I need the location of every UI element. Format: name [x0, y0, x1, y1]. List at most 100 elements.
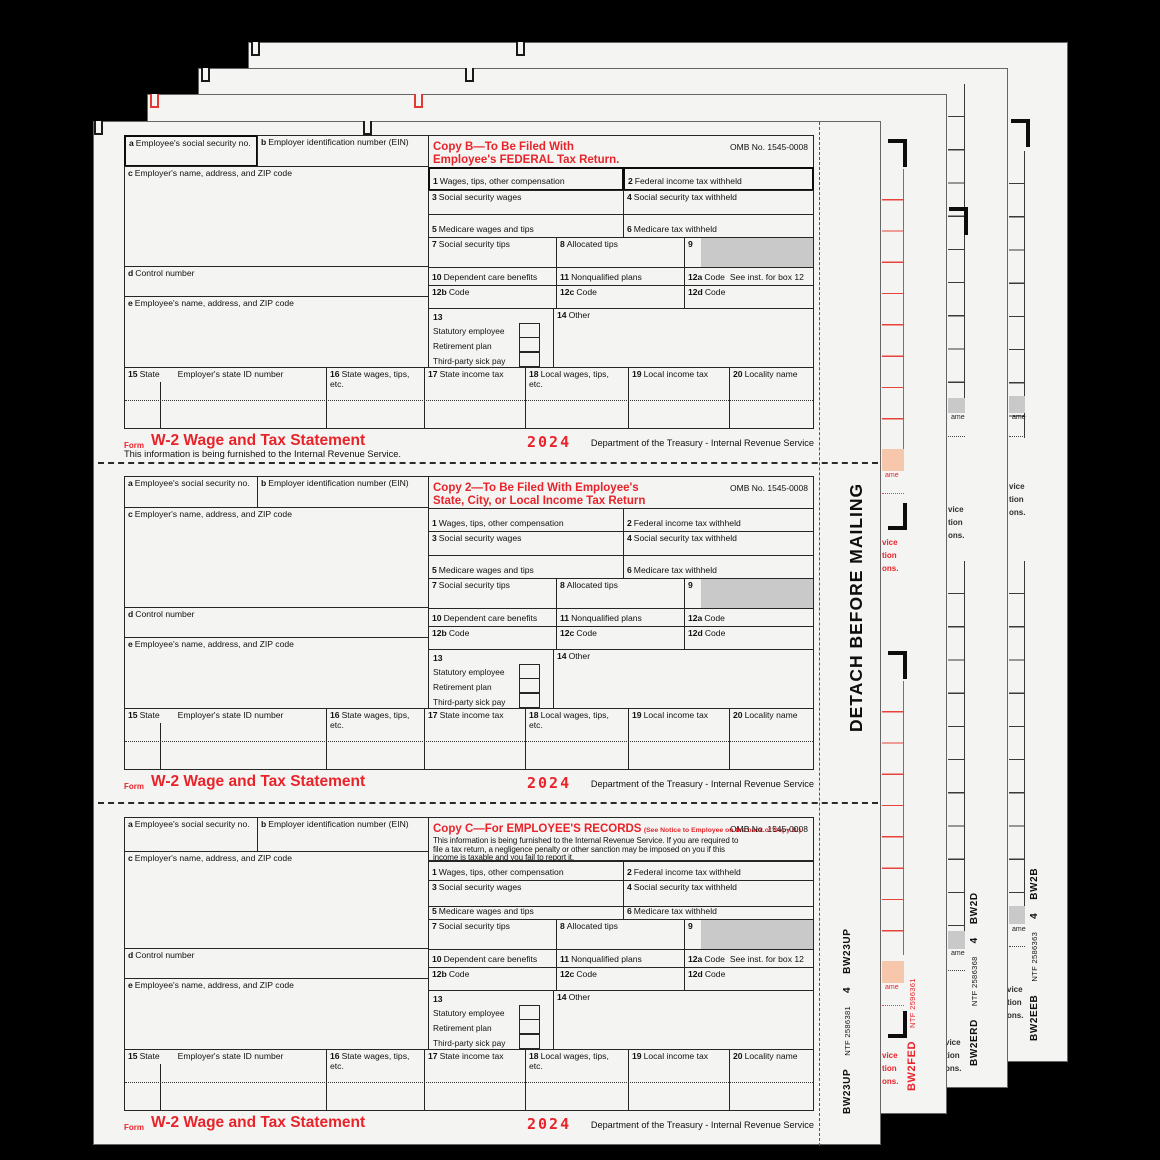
- retirement-plan-label: Retirement plan: [433, 1023, 492, 1033]
- retirement-plan-checkbox[interactable]: [519, 1019, 540, 1034]
- form-title: W-2 Wage and Tax Statement: [151, 432, 366, 449]
- box-4-ss-tax: 4 Social security tax withheld: [623, 531, 814, 556]
- copy-header: OMB No. 1545-0008 Copy C—For EMPLOYEE'S …: [428, 817, 814, 862]
- registration-bracket: [888, 139, 907, 167]
- shaded-box-fragment: [948, 931, 965, 949]
- omb-number: OMB No. 1545-0008: [730, 824, 808, 834]
- box-3-ss-wages: 3 Social security wages: [428, 531, 624, 556]
- text-fragment: vice: [882, 538, 898, 547]
- alignment-notch: [465, 68, 474, 82]
- box-5-medicare-wages: 5 Medicare wages and tips: [428, 214, 624, 238]
- box-12b-code: 12b Code: [428, 967, 557, 991]
- product-code-bw2erd: BW2ERD NTF 2586368 4 BW2D: [969, 892, 980, 1066]
- box-a-employee-ssn: a Employee's social security no.: [124, 135, 258, 167]
- copy-title-line2: State, City, or Local Income Tax Return: [433, 495, 646, 507]
- form-word: Form: [124, 1123, 144, 1132]
- state-divider-line: [160, 1064, 161, 1110]
- entry-dotted-line: [125, 741, 813, 742]
- statutory-employee-label: Statutory employee: [433, 326, 505, 336]
- form-year: 2024: [527, 774, 572, 792]
- box-d-control-number: d Control number: [124, 266, 429, 297]
- registration-bracket: [888, 1011, 907, 1038]
- box-8-allocated-tips: 8 Allocated tips: [556, 578, 685, 609]
- box-18-local-wages: 18 Local wages, tips, etc.: [525, 1049, 629, 1111]
- third-party-sick-pay-checkbox[interactable]: [519, 352, 540, 367]
- treasury-dept-label: Department of the Treasury - Internal Re…: [590, 438, 814, 448]
- sheet-bw23up-front: DETACH BEFORE MAILING BW23UP NTF 2586381…: [93, 121, 881, 1146]
- entry-dotted-line: [125, 1082, 813, 1083]
- box-12d-code: 12d Code: [684, 626, 814, 650]
- third-party-sick-pay-checkbox[interactable]: [519, 1034, 540, 1049]
- retirement-plan-checkbox[interactable]: [519, 678, 540, 693]
- third-party-sick-pay-checkbox[interactable]: [519, 693, 540, 708]
- box-2-federal-tax: 2 Federal income tax withheld: [623, 508, 814, 532]
- text-fragment: ons.: [948, 531, 965, 540]
- dotted-fragment: [948, 436, 965, 437]
- box-17-state-income-tax: 17 State income tax: [424, 708, 526, 770]
- box-19-local-income-tax: 19 Local income tax: [628, 708, 730, 770]
- form-edge-grid: [1009, 561, 1025, 906]
- box-4-ss-tax: 4 Social security tax withheld: [623, 190, 814, 215]
- shaded-box-fragment: [882, 961, 904, 983]
- box-1-wages: 1 Wages, tips, other compensation: [428, 861, 624, 881]
- form-year: 2024: [527, 1115, 572, 1133]
- alignment-notch: [94, 121, 103, 135]
- box-14-other: 14 Other: [553, 649, 814, 709]
- box-12c-code: 12c Code: [556, 285, 685, 309]
- dotted-fragment: [882, 493, 904, 494]
- form-footer: Form W-2 Wage and Tax Statement 2024 Dep…: [124, 1114, 814, 1143]
- text-fragment: ons.: [882, 1077, 899, 1086]
- retirement-plan-label: Retirement plan: [433, 682, 492, 692]
- form-edge-grid: [882, 681, 904, 955]
- dotted-fragment: [882, 1005, 904, 1006]
- box-e-employee-name-address: e Employee's name, address, and ZIP code: [124, 978, 429, 1050]
- statutory-employee-label: Statutory employee: [433, 1008, 505, 1018]
- registration-bracket: [1011, 119, 1030, 147]
- entry-dotted-line: [125, 400, 813, 401]
- copy-title-note: (See Notice to Employee on the back of C…: [643, 827, 801, 834]
- text-fragment: ons.: [945, 1064, 962, 1073]
- box-12c-code: 12c Code: [556, 626, 685, 650]
- box-c-employer-name-address: c Employer's name, address, and ZIP code: [124, 507, 429, 608]
- box-11-nonqualified-plans: 11 Nonqualified plans: [556, 267, 685, 286]
- box-12a-code: 12a Code See inst. for box 12: [684, 949, 814, 968]
- locality-name-fragment: ame: [885, 984, 899, 991]
- box-18-local-wages: 18 Local wages, tips, etc.: [525, 367, 629, 429]
- box-d-control-number: d Control number: [124, 948, 429, 979]
- text-fragment: tion: [945, 1051, 960, 1060]
- dotted-fragment: [1009, 946, 1025, 947]
- box-b-ein: b Employer identification number (EIN): [257, 476, 429, 508]
- third-party-sick-pay-label: Third-party sick pay: [433, 356, 506, 366]
- statutory-employee-checkbox[interactable]: [519, 323, 540, 338]
- box-17-state-income-tax: 17 State income tax: [424, 367, 526, 429]
- text-fragment: vice: [948, 505, 964, 514]
- box-7-ss-tips: 7 Social security tips: [428, 919, 557, 950]
- form-year: 2024: [527, 433, 572, 451]
- text-fragment: ons.: [1009, 508, 1026, 517]
- box-14-other: 14 Other: [553, 308, 814, 368]
- statutory-employee-checkbox[interactable]: [519, 664, 540, 679]
- box-1-wages: 1 Wages, tips, other compensation: [428, 167, 624, 191]
- copy-title-line1: Copy 2—To Be Filed With Employee's: [433, 482, 639, 494]
- box-8-allocated-tips: 8 Allocated tips: [556, 919, 685, 950]
- form-edge-grid: [948, 561, 965, 931]
- box-10-dependent-care: 10 Dependent care benefits: [428, 949, 557, 968]
- registration-bracket: [888, 503, 907, 530]
- form-word: Form: [124, 782, 144, 791]
- copy-title-line2: Employee's FEDERAL Tax Return.: [433, 154, 620, 166]
- statutory-employee-label: Statutory employee: [433, 667, 505, 677]
- box-9-gray-fill: [701, 579, 813, 608]
- box-12b-code: 12b Code: [428, 626, 557, 650]
- form-word: Form: [124, 441, 144, 450]
- box-1-wages: 1 Wages, tips, other compensation: [428, 508, 624, 532]
- footer-furnished-note: This information is being furnished to t…: [124, 449, 401, 459]
- box-e-employee-name-address: e Employee's name, address, and ZIP code: [124, 637, 429, 709]
- form-title: W-2 Wage and Tax Statement: [151, 773, 366, 790]
- box-12b-code: 12b Code: [428, 285, 557, 309]
- statutory-employee-checkbox[interactable]: [519, 1005, 540, 1020]
- alignment-notch: [363, 121, 372, 135]
- box-9-shaded: 9: [684, 237, 814, 268]
- retirement-plan-checkbox[interactable]: [519, 337, 540, 352]
- box-d-control-number: d Control number: [124, 607, 429, 638]
- copy-title-line1: Copy C—For EMPLOYEE'S RECORDS: [433, 823, 642, 835]
